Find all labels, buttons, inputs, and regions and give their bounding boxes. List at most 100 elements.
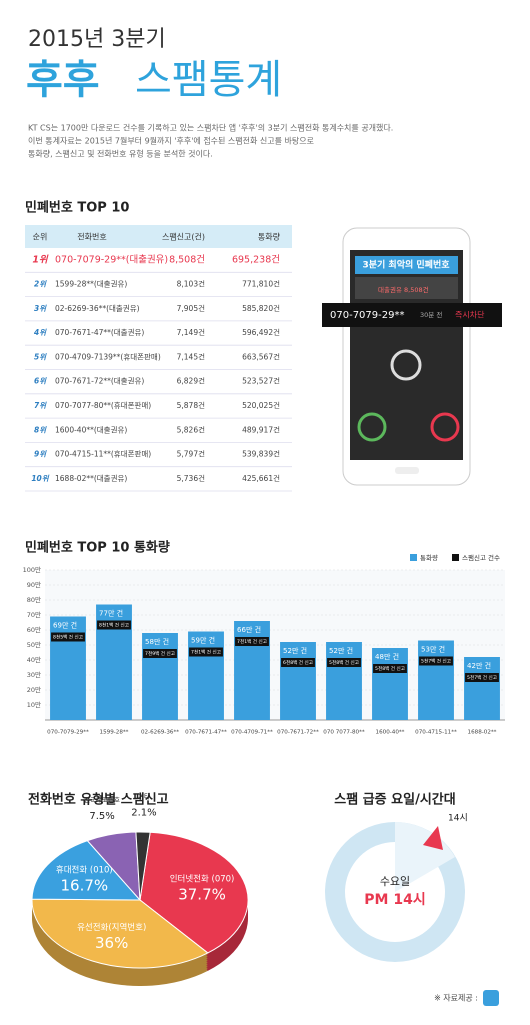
report-label: 7천9백 건 신고	[145, 650, 175, 657]
pie-value-label: 36%	[95, 934, 128, 952]
table: 순위 전화번호 스팸신고(건) 통화량 1위 070-7079-29**(대출권유) 8,5…	[25, 225, 292, 492]
table-header: 전화번호	[77, 232, 106, 242]
table-cell: 7,145건	[177, 351, 205, 361]
chart-title: 전화번호 유형별 스팸신고	[28, 792, 169, 808]
table-cell: 695,238건	[232, 255, 280, 266]
table-cell: 7위	[34, 401, 47, 410]
table-cell: 520,025건	[242, 400, 280, 410]
phone: 3분기 최악의 민폐번호 대출권유 8,508건 070-7079-29** 3…	[322, 227, 502, 486]
table-cell: 10위	[31, 474, 49, 483]
table-cell: 1599-28**(대출권유)	[55, 278, 127, 288]
table-header: 순위	[33, 233, 48, 242]
bar	[326, 642, 362, 720]
pie-category-label: 기타	[138, 792, 150, 801]
x-tick-label: 070-7671-47**	[185, 730, 227, 736]
table-cell: 3위	[34, 304, 47, 313]
bar	[142, 633, 178, 720]
pie-value-label: 16.7%	[60, 877, 108, 895]
clock-time: PM 14시	[364, 892, 425, 908]
table-cell: 5위	[34, 352, 47, 361]
table-cell: 070-7077-80**(휴대폰판매)	[55, 401, 151, 410]
report-label-bg	[419, 656, 453, 666]
report-label: 5천8백 건 신고	[375, 665, 405, 672]
report-label-bg	[373, 664, 407, 673]
pie-slice	[139, 831, 249, 954]
bar-value-label: 52만 건	[329, 646, 353, 655]
pie-category-label: 전국대표번호	[84, 795, 120, 804]
clock-day: 수요일	[380, 874, 410, 888]
bar-value-label: 52만 건	[283, 646, 307, 655]
table-cell: 8위	[34, 425, 47, 434]
table-cell: 4위	[34, 328, 47, 337]
table-cell: 070-4709-7139**(휴대폰판매)	[55, 352, 161, 361]
report-label-bg	[143, 649, 177, 658]
bar-value-label: 48만 건	[375, 652, 399, 661]
x-tick-label: 070-4715-11**	[415, 730, 457, 736]
pie-category-label: 휴대전화 (010)	[56, 865, 113, 876]
bar	[234, 621, 270, 720]
report-label: 5천7백 건 신고	[467, 674, 497, 681]
phone-header-bar	[355, 256, 458, 274]
x-tick-label: 1688-02**	[468, 730, 497, 736]
phone-alert-box	[355, 277, 458, 299]
table-cell: 8,508건	[169, 255, 205, 266]
legend-swatch	[452, 554, 459, 561]
pie-value-label: 2.1%	[131, 808, 156, 819]
report-label-bg	[97, 620, 131, 630]
table-cell: 1688-02**(대출권유)	[55, 473, 127, 483]
table-cell: 070-7079-29**(대출권유)	[55, 254, 168, 266]
report-label: 8천1백 건 신고	[99, 622, 129, 629]
y-tick-label: 30만	[27, 670, 41, 679]
pie-chart: 인터넷전화 (070)37.7% 유선전화(지역번호)36% 휴대전화 (010)1…	[31, 792, 249, 986]
pie-category-label: 인터넷전화 (070)	[170, 874, 235, 885]
pie-slice	[135, 831, 151, 901]
report-label: 5천7백 건 신고	[421, 658, 451, 665]
table-cell: 425,661건	[242, 473, 280, 483]
table-cell: 02-6269-36**(대출권유)	[55, 303, 140, 313]
report-label-bg	[327, 658, 361, 667]
table-cell: 585,820건	[242, 303, 280, 313]
footer-source: ※ 자료제공 :	[434, 994, 478, 1003]
y-tick-label: 100만	[23, 565, 41, 574]
table-cell: 523,527건	[242, 376, 280, 386]
x-tick-label: 070 7077-80**	[323, 730, 365, 736]
table-cell: 7,905건	[177, 303, 205, 313]
table-cell: 8,103건	[177, 278, 205, 288]
table-cell: 070-7671-72**(대출권유)	[55, 376, 144, 386]
description: KT CS는 1700만 다운로드 건수를 기록하고 있는 스팸차단 앱 '후후…	[28, 123, 393, 133]
y-tick-label: 80만	[27, 595, 41, 604]
bar-chart: 10만 20만 30만 40만 50만 60만 70만 80만 90만 100만 통화량 스팸신고 건…	[23, 553, 505, 736]
x-tick-label: 1599-28**	[100, 730, 129, 736]
y-tick-label: 60만	[27, 625, 41, 634]
table-cell: 5,797건	[177, 449, 205, 459]
x-tick-label: 070-4709-71**	[231, 730, 273, 736]
x-tick-label: 070-7671-72**	[277, 730, 319, 736]
table-cell: 070-4715-11**(휴대폰판매)	[55, 450, 151, 459]
report-label: 8천5백 건 신고	[53, 634, 83, 641]
table-cell: 2위	[34, 279, 47, 288]
bar	[188, 631, 224, 720]
table-cell: 5,736건	[177, 473, 205, 483]
phone-header: 3분기 최악의 민폐번호	[362, 259, 450, 271]
brand: 후후	[26, 57, 100, 103]
table-cell: 489,917건	[242, 424, 280, 434]
pie-slice	[31, 840, 142, 901]
bar-value-label: 59만 건	[191, 636, 215, 645]
legend-label: 스팸신고 건수	[462, 553, 500, 562]
chart-title: 민폐번호 TOP 10 통화량	[25, 540, 170, 556]
bar	[372, 648, 408, 720]
report-label: 6천8백 건 신고	[283, 659, 313, 666]
subtitle: 2015년 3분기	[28, 27, 166, 52]
report-label-bg	[51, 632, 85, 642]
y-tick-label: 70만	[27, 610, 41, 619]
report-label: 7천1백 건 신고	[237, 638, 267, 645]
description: 통화량, 스팸신고 및 전화번호 유형 등을 분석한 것이다.	[28, 149, 213, 159]
table-cell: 596,492건	[242, 327, 280, 337]
x-tick-label: 1600-40**	[376, 730, 405, 736]
pie-value-label: 37.7%	[178, 886, 226, 904]
phone-icon	[390, 349, 422, 381]
table-cell: 6위	[34, 377, 47, 386]
legend-swatch	[410, 554, 417, 561]
bar-value-label: 66만 건	[237, 625, 261, 634]
table-header: 스팸신고(건)	[162, 232, 205, 242]
